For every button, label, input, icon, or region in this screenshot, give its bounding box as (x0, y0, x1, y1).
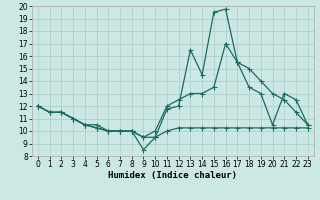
X-axis label: Humidex (Indice chaleur): Humidex (Indice chaleur) (108, 171, 237, 180)
